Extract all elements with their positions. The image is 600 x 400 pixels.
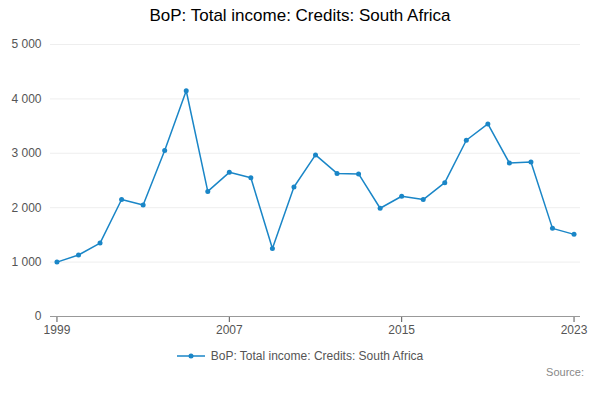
svg-text:2 000: 2 000 <box>11 201 41 215</box>
svg-text:1999: 1999 <box>44 323 71 337</box>
svg-text:2015: 2015 <box>388 323 415 337</box>
html-text:Source:: Source: <box>546 366 584 378</box>
html-text:BoP: Total income: Credits: So: BoP: Total income: Credits: South Africa <box>210 349 424 363</box>
svg-text:2023: 2023 <box>561 323 588 337</box>
svg-text:4 000: 4 000 <box>11 92 41 106</box>
svg-text:2007: 2007 <box>216 323 243 337</box>
svg-text:1 000: 1 000 <box>11 255 41 269</box>
svg-text:5 000: 5 000 <box>11 37 41 51</box>
svg-text:0: 0 <box>35 309 42 323</box>
svg-text:3 000: 3 000 <box>11 146 41 160</box>
html-text:BoP: Total income: Credits: So: BoP: Total income: Credits: South Africa <box>149 6 451 25</box>
